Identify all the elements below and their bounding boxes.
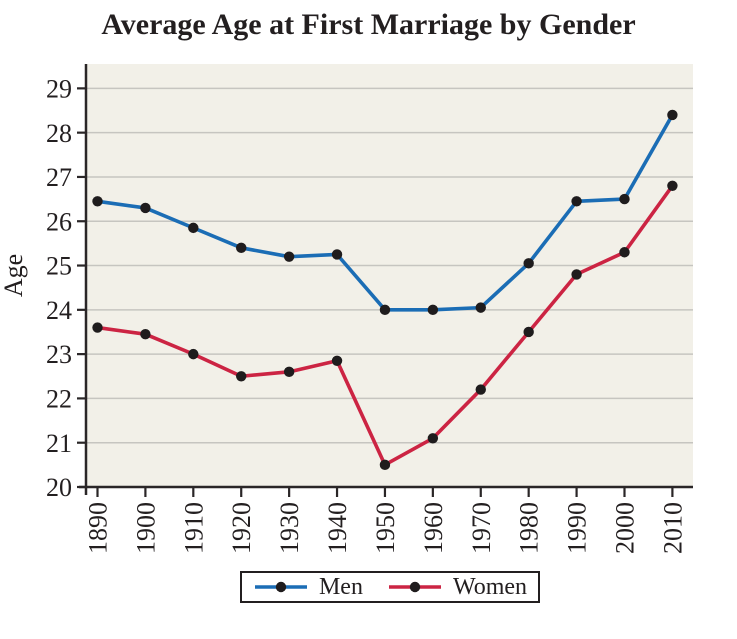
- women-data-point: [571, 269, 582, 280]
- men-data-point: [92, 196, 103, 207]
- x-tick-label: 1990: [563, 502, 592, 554]
- women-data-point: [236, 371, 247, 382]
- men-data-point: [667, 109, 678, 121]
- men-data-point: [619, 193, 630, 205]
- chart-title: Average Age at First Marriage by Gender: [101, 8, 636, 41]
- y-tick-label: 20: [46, 473, 72, 502]
- women-data-point: [92, 322, 103, 333]
- y-tick-label: 29: [46, 74, 72, 103]
- y-tick-label: 23: [46, 340, 72, 369]
- y-tick-label: 27: [46, 163, 72, 192]
- x-tick-label: 2000: [610, 502, 639, 554]
- men-line-sample-icon: [254, 581, 307, 593]
- men-data-point: [523, 258, 534, 269]
- legend-item-women: Women: [387, 575, 527, 599]
- x-tick-label: 1940: [323, 502, 352, 554]
- x-tick-label: 1950: [371, 502, 400, 554]
- x-tick-label: 1970: [467, 502, 496, 554]
- y-tick-label: 26: [46, 207, 72, 236]
- women-data-point: [331, 355, 343, 366]
- y-tick-label: 28: [46, 119, 72, 148]
- y-tick-label: 21: [46, 429, 72, 458]
- women-data-point: [475, 384, 486, 395]
- x-tick-label: 1910: [179, 502, 208, 554]
- x-tick-label: 1930: [275, 502, 304, 554]
- men-data-point: [475, 302, 486, 313]
- y-tick-label: 25: [46, 252, 72, 281]
- women-data-point: [283, 366, 295, 378]
- y-axis-title: Age: [0, 254, 28, 297]
- men-data-point: [379, 304, 391, 316]
- men-data-point: [331, 249, 343, 260]
- men-data-point: [236, 242, 247, 254]
- legend-label-men: Men: [318, 574, 363, 600]
- women-data-point: [619, 247, 630, 258]
- legend-label-women: Women: [452, 574, 528, 600]
- women-data-point: [427, 433, 439, 444]
- x-tick-label: 2010: [658, 502, 687, 554]
- x-tick-label: 1980: [515, 502, 544, 554]
- x-tick-label: 1900: [131, 502, 160, 554]
- women-data-point: [379, 459, 391, 471]
- women-data-point: [523, 326, 534, 338]
- x-tick-label: 1960: [419, 502, 448, 554]
- men-data-point: [140, 202, 151, 214]
- plot-background: [86, 64, 693, 487]
- women-data-point: [188, 348, 199, 360]
- women-data-point: [667, 180, 678, 192]
- y-tick-label: 22: [46, 385, 72, 414]
- chart-legend: Men Women: [240, 571, 540, 603]
- men-data-point: [283, 251, 295, 262]
- men-data-point: [427, 304, 439, 316]
- x-tick-label: 1890: [83, 502, 112, 554]
- y-tick-label: 24: [46, 296, 72, 325]
- men-data-point: [571, 196, 582, 207]
- women-line-sample-icon: [388, 581, 441, 593]
- women-data-point: [140, 328, 151, 340]
- x-tick-label: 1920: [227, 502, 256, 554]
- legend-item-men: Men: [253, 575, 363, 599]
- men-data-point: [188, 222, 199, 234]
